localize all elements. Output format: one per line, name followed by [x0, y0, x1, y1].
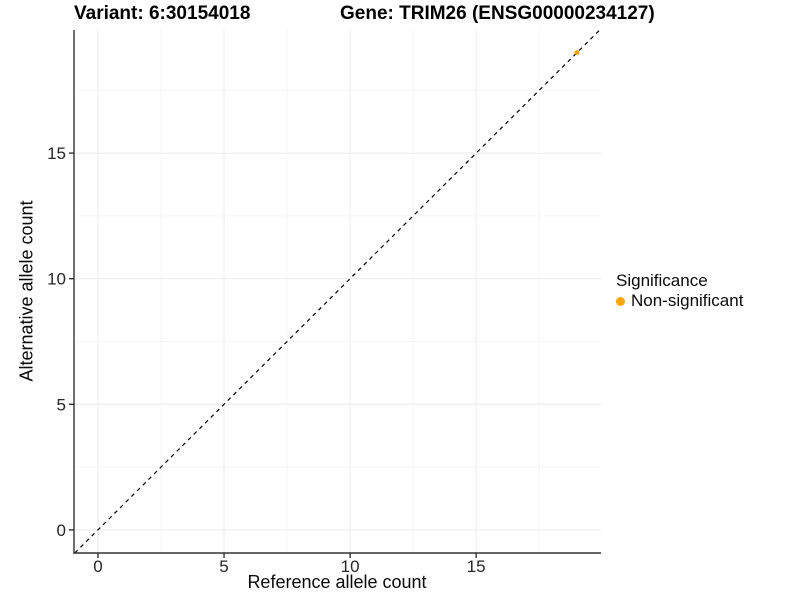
x-axis-title: Reference allele count [247, 572, 427, 592]
x-tick-label: 15 [467, 557, 486, 576]
y-tick-label: 5 [57, 395, 66, 414]
legend-item-label: Non-significant [631, 291, 744, 310]
x-tick-label: 5 [219, 557, 228, 576]
identity-line [74, 29, 601, 554]
y-tick-label: 15 [47, 144, 66, 163]
x-tick-label: 0 [93, 557, 102, 576]
y-tick-label: 10 [47, 270, 66, 289]
y-tick-label: 0 [57, 521, 66, 540]
legend: Significance Non-significant [616, 271, 743, 311]
legend-point-icon [616, 296, 625, 306]
data-point [574, 50, 580, 56]
legend-title: Significance [616, 271, 708, 290]
y-axis-title: Alternative allele count [16, 200, 37, 382]
x-tick-label: 10 [341, 557, 360, 576]
plot-title-variant: Variant: 6:30154018 [74, 3, 251, 24]
plot-title-gene: Gene: TRIM26 (ENSG00000234127) [340, 3, 655, 24]
legend-item-non-significant: Non-significant [616, 291, 743, 311]
